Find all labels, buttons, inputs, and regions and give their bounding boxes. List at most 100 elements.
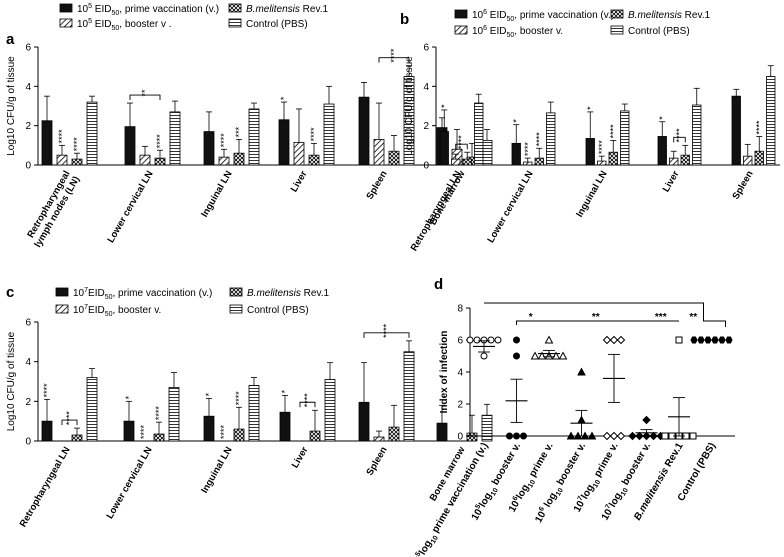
significance-stars: **** [57, 129, 67, 144]
data-point [602, 335, 612, 345]
legend-label: B.melitensis Rev.1 [628, 10, 711, 21]
significance-stars: **** [754, 120, 764, 135]
category-label: Inguinal LN [574, 169, 609, 219]
significance-stars: **** [139, 424, 149, 439]
legend-swatch-solid [55, 287, 69, 297]
data-point [577, 367, 586, 376]
bar [373, 436, 385, 442]
significance-stars: **** [309, 127, 319, 142]
bar [248, 108, 260, 166]
significance-stars: **** [219, 133, 229, 148]
data-point [506, 432, 513, 440]
data-point [616, 335, 626, 345]
significance-stars: **** [382, 323, 392, 338]
bar [308, 154, 320, 166]
bar [41, 420, 53, 442]
significance-stars: **** [523, 142, 533, 157]
significance-stars: **** [72, 137, 82, 152]
bar [743, 155, 753, 166]
bar [585, 138, 595, 166]
legend-swatch-diag [59, 18, 73, 28]
bar [680, 154, 690, 166]
significance-stars: **** [65, 411, 75, 426]
y-tick-label: 4 [25, 82, 31, 93]
legend-label: 106 EID50, booster v. [472, 25, 563, 39]
bar [218, 156, 230, 166]
data-point [649, 431, 658, 441]
data-point [689, 432, 697, 440]
legend-label: 105 EID50, booster v . [77, 18, 172, 32]
bar [358, 96, 370, 166]
y-tick-label: 6 [25, 43, 31, 54]
data-point [609, 335, 619, 345]
legend-swatch-horiz [229, 304, 243, 314]
bar [620, 110, 630, 166]
legend-swatch-solid [59, 3, 73, 13]
bar [56, 154, 68, 166]
y-tick-label: 2 [423, 121, 429, 132]
bar [169, 111, 181, 166]
bar [462, 158, 472, 166]
y-tick-label: 6 [423, 43, 429, 54]
bar [153, 433, 165, 442]
bar [669, 157, 679, 166]
legend-swatch-diag [55, 304, 69, 314]
significance-stars: * [279, 96, 289, 100]
significance-stars: **** [597, 140, 607, 155]
significance-bracket [455, 143, 468, 150]
significance-stars: **** [457, 135, 467, 150]
data-point [616, 431, 626, 441]
legend-swatch-horiz [228, 18, 242, 28]
bar [388, 150, 400, 166]
legend-label: Control (PBS) [628, 26, 690, 37]
bar [597, 160, 607, 166]
bar [293, 141, 305, 166]
y-axis-label: Log10 CFU/g of tissue [6, 56, 17, 156]
bar [731, 95, 741, 166]
data-point [513, 432, 520, 440]
significance-stars: ** [592, 312, 600, 323]
category-label: Spleen [364, 169, 389, 202]
bar [403, 351, 415, 442]
bar [86, 101, 98, 166]
significance-line [484, 302, 726, 327]
data-point [520, 432, 527, 440]
legend-label: Control (PBS) [247, 305, 309, 316]
data-point [487, 336, 495, 344]
category-label: Inguinal LN [199, 169, 234, 219]
panel-c: c 107EID50, prime vaccination (v.) 107EID5… [6, 284, 493, 529]
bar [248, 385, 260, 442]
significance-stars: * [529, 312, 533, 323]
significance-stars: *** [234, 126, 244, 137]
bar [139, 154, 151, 166]
bar [86, 377, 98, 442]
category-label: Lower cervical LN [105, 169, 155, 245]
bar [278, 119, 290, 166]
bar [123, 420, 135, 442]
legend-label: B.melitensis Rev.1 [246, 4, 329, 15]
y-tick-label: 0 [25, 437, 31, 448]
legend-label: 107EID50, prime vaccination (v.) [73, 287, 212, 301]
bar [154, 157, 166, 166]
y-tick-label: 2 [25, 397, 31, 408]
category-label: Retropharyngeal LN [18, 445, 73, 529]
significance-bracket [363, 332, 410, 338]
legend-label: Control (PBS) [246, 19, 308, 30]
bar [324, 379, 336, 442]
bar [692, 104, 702, 166]
legend-swatch-diag [454, 25, 468, 35]
y-axis-label: Index of infection [439, 331, 450, 414]
bar [481, 140, 493, 166]
data-point [602, 431, 612, 441]
legend-swatch-cross [228, 3, 242, 13]
y-tick-label: 6 [25, 318, 31, 329]
bar [451, 158, 461, 166]
data-point [551, 351, 561, 360]
bar [373, 139, 385, 166]
significance-stars: **** [42, 383, 52, 398]
data-point [725, 336, 733, 344]
y-tick-label: 2 [457, 400, 463, 411]
category-label: Spleen [730, 169, 755, 202]
category-label: Lower cervical LN [485, 169, 535, 245]
